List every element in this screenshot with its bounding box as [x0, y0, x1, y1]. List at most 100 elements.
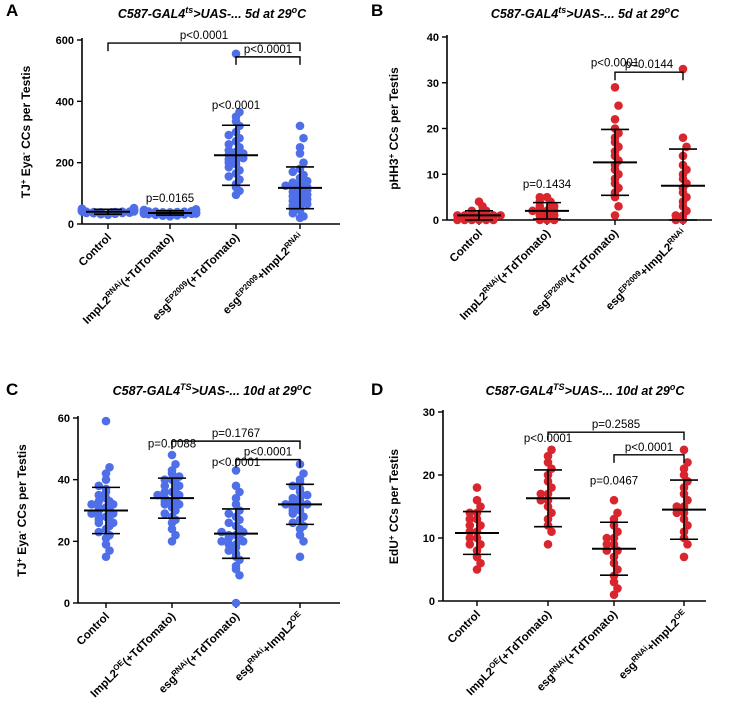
y-axis-label-part: TJ — [19, 184, 33, 198]
data-point — [613, 565, 622, 574]
data-point — [609, 514, 619, 524]
data-point — [678, 64, 688, 74]
data-point — [160, 509, 170, 518]
data-point — [224, 172, 234, 181]
data-point — [299, 469, 308, 478]
data-point — [171, 459, 180, 469]
y-axis-label-part: + — [387, 535, 396, 540]
data-point — [614, 201, 623, 211]
data-point — [288, 178, 298, 187]
panel-title-part: TS — [180, 382, 192, 392]
data-point — [613, 584, 622, 593]
y-tick-label: 10 — [427, 169, 439, 181]
y-axis-label: EdU+ CCs per Testis — [387, 449, 402, 564]
data-point — [472, 565, 482, 574]
y-axis-label-part: Eya — [19, 155, 33, 180]
data-point — [536, 489, 546, 499]
category-label-part: (+TdTomato) — [563, 609, 620, 666]
data-point — [547, 527, 556, 536]
group-p-value: p<0.0001 — [524, 433, 572, 445]
data-point — [77, 204, 87, 213]
significance-bracket — [614, 71, 684, 81]
data-point — [610, 211, 620, 220]
data-point — [679, 552, 689, 562]
data-point — [160, 475, 170, 484]
group-p-value: p=0.1434 — [523, 179, 572, 191]
significance-bracket — [235, 458, 301, 468]
y-axis-label-part: Eya — [15, 533, 29, 558]
category-label: Control — [446, 609, 483, 646]
data-point — [683, 477, 692, 486]
data-point — [224, 139, 234, 149]
panel-title-part: C — [670, 7, 680, 21]
group-p-value: p<0.0001 — [212, 100, 260, 112]
significance-bracket — [107, 42, 301, 52]
data-point — [609, 577, 619, 587]
data-point — [679, 464, 689, 474]
data-point — [613, 508, 622, 518]
panel-title-part: C — [675, 384, 685, 398]
y-axis-label-part: + — [19, 179, 28, 184]
data-point — [87, 500, 96, 509]
data-point — [224, 546, 234, 555]
data-point — [609, 590, 619, 599]
data-point — [299, 158, 308, 167]
y-axis-label-part: CCs per Testis — [387, 449, 401, 536]
y-tick-label: 20 — [427, 124, 439, 136]
category-label-part: (+TdTomato) — [119, 232, 176, 289]
data-point — [295, 143, 305, 152]
data-point — [547, 508, 556, 518]
panel-title: C587-GAL4TS>UAS-... 10d at 29oC — [113, 382, 313, 398]
panel-title-part: C — [297, 7, 307, 21]
category-label: Control — [77, 232, 114, 269]
panel-title-part: C — [302, 384, 312, 398]
panel-letter: B — [371, 1, 383, 20]
data-point — [105, 463, 114, 472]
category-label-part: RNAi — [282, 230, 302, 250]
data-point — [295, 149, 305, 158]
data-point — [302, 490, 312, 500]
panel-title-part: o — [292, 5, 298, 15]
y-tick-label: 40 — [58, 475, 70, 487]
data-point — [683, 495, 692, 505]
data-point — [235, 107, 244, 117]
y-axis-label-part: TJ — [15, 563, 29, 577]
panel-title-part: ts — [185, 5, 193, 15]
data-point — [476, 521, 485, 530]
data-point — [231, 500, 241, 509]
category-label-part: Control — [448, 228, 485, 265]
panel-d: D C587-GAL4TS>UAS-... 10d at 29oC EdU+ CCs… — [371, 380, 706, 698]
data-point — [465, 540, 475, 549]
data-point — [217, 537, 226, 546]
y-tick-label: 0 — [68, 219, 74, 231]
data-point — [101, 416, 111, 426]
bracket-p-value: p<0.0001 — [180, 30, 228, 42]
data-point — [472, 483, 482, 492]
data-point — [614, 101, 623, 110]
data-point — [683, 458, 692, 467]
group-p-value: p=0.0467 — [590, 475, 638, 487]
panel-title-part: >UAS-... 10d at 29 — [565, 384, 670, 398]
data-point — [476, 502, 485, 511]
data-point — [465, 508, 475, 518]
data-point — [224, 146, 234, 155]
data-point — [610, 124, 620, 133]
y-axis-label-part: EdU — [387, 540, 401, 564]
category-label: esgRNAi+ImpL2OE — [231, 608, 306, 683]
category-label-part: +ImpL2 — [645, 617, 682, 654]
category-label-part: +ImpL2 — [638, 241, 675, 278]
panel-title-part: ts — [558, 5, 566, 15]
bracket-p-value: p<0.0001 — [244, 447, 292, 459]
data-point — [465, 521, 475, 530]
data-point — [295, 552, 305, 562]
y-axis-label: TJ+ Eya- CCs per Testis — [19, 65, 34, 198]
group-p-value: p=0.0165 — [146, 193, 194, 205]
data-point — [476, 558, 485, 568]
y-axis-label-part: pHH3 — [387, 158, 401, 190]
data-point — [160, 481, 170, 491]
y-tick-label: 400 — [56, 96, 74, 108]
data-point — [288, 167, 298, 177]
panel-a: A C587-GAL4ts>UAS-... 5d at 29oC TJ+ Eya- … — [6, 1, 340, 327]
